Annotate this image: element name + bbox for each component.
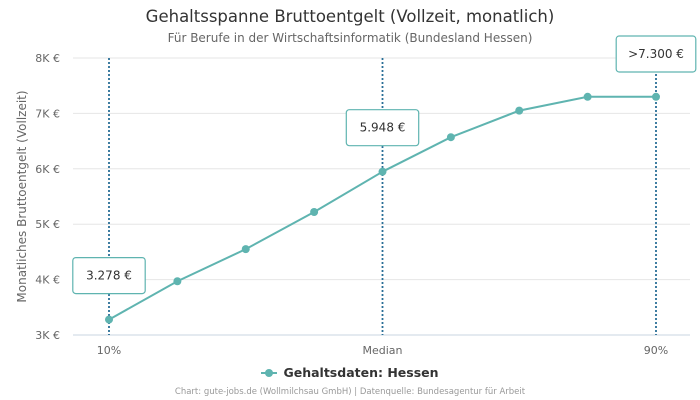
data-point[interactable] xyxy=(310,208,319,217)
y-tick-label: 5K € xyxy=(35,218,60,231)
y-tick-label: 3K € xyxy=(35,329,60,342)
legend-label: Gehaltsdaten: Hessen xyxy=(283,365,439,380)
value-callout-label: >7.300 € xyxy=(628,47,684,61)
value-callout-box xyxy=(615,35,697,73)
data-point[interactable] xyxy=(173,277,182,286)
x-tick-label: Median xyxy=(362,344,402,357)
y-axis-title: Monatliches Bruttoentgelt (Vollzeit) xyxy=(15,90,29,302)
y-tick-label: 8K € xyxy=(35,52,60,65)
data-point[interactable] xyxy=(446,133,455,142)
value-callout-label: 3.278 € xyxy=(86,269,132,283)
chart-credits: Chart: gute-jobs.de (Wollmilchsau GmbH) … xyxy=(174,387,526,397)
value-callout-label: 5.948 € xyxy=(360,121,406,135)
value-callout-box xyxy=(72,256,146,295)
legend-swatch xyxy=(261,368,278,378)
chart-title: Gehaltsspanne Bruttoentgelt (Vollzeit, m… xyxy=(145,7,555,26)
data-point[interactable] xyxy=(583,92,592,101)
data-point[interactable] xyxy=(105,315,113,324)
data-point[interactable] xyxy=(241,245,250,254)
value-callout-box xyxy=(345,109,420,147)
chart-legend[interactable]: Gehaltsdaten: Hessen xyxy=(0,365,700,380)
data-point[interactable] xyxy=(652,92,660,101)
x-tick-label: 90% xyxy=(644,344,668,357)
x-tick-label: 10% xyxy=(97,344,121,357)
y-tick-label: 7K € xyxy=(35,107,60,120)
chart-subtitle: Für Berufe in der Wirtschaftsinformatik … xyxy=(167,31,533,45)
data-point[interactable] xyxy=(378,167,387,176)
data-point[interactable] xyxy=(515,106,524,115)
y-tick-label: 6K € xyxy=(35,163,60,176)
y-tick-label: 4K € xyxy=(35,274,60,287)
